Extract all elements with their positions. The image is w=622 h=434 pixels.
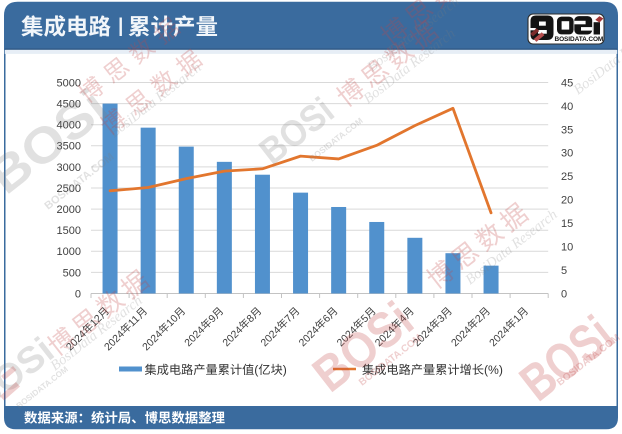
svg-text:500: 500 [63,267,81,279]
svg-text:BOSIDATA.COM: BOSIDATA.COM [555,36,604,43]
svg-text:1500: 1500 [57,225,81,237]
svg-text:20: 20 [561,195,573,207]
svg-text:10: 10 [561,242,573,254]
svg-text:3000: 3000 [57,162,81,174]
svg-text:(%): (%) [484,363,503,377]
svg-text:40: 40 [561,101,573,113]
svg-text:45: 45 [561,77,573,89]
svg-text:4500: 4500 [57,99,81,111]
svg-text:2000: 2000 [57,204,81,216]
svg-text:2500: 2500 [57,183,81,195]
svg-text:5: 5 [561,265,567,277]
svg-text:1000: 1000 [57,246,81,258]
svg-text:0: 0 [561,288,567,300]
svg-text:25: 25 [561,171,573,183]
svg-text:5000: 5000 [57,77,81,89]
svg-text:35: 35 [561,124,573,136]
svg-text:4000: 4000 [57,120,81,132]
svg-text:30: 30 [561,148,573,160]
svg-text:): ) [283,363,287,377]
svg-text:(: ( [254,363,258,377]
svg-text:15: 15 [561,218,573,230]
svg-text:3500: 3500 [57,141,81,153]
svg-text:0: 0 [75,288,81,300]
